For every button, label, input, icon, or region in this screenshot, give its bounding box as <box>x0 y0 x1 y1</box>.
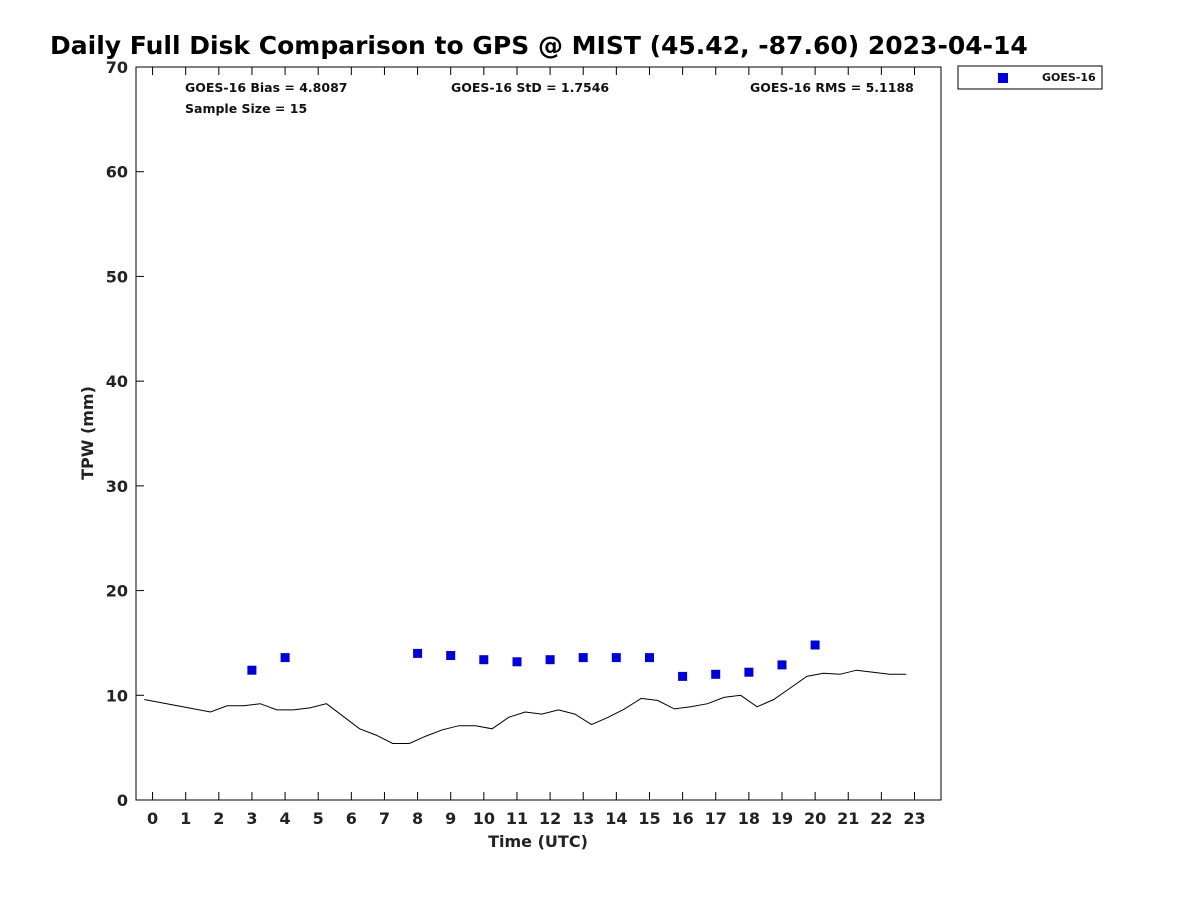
x-axis: 0 1 2 3 4 5 6 7 8 9 10 11 12 13 14 15 16 17 18 19 20 21 22 23 <box>147 67 926 828</box>
goes16-point <box>777 660 787 670</box>
legend-box <box>957 65 1103 90</box>
y-tick-label: 70 <box>106 58 128 77</box>
plot-frame <box>135 66 942 801</box>
x-tick-label: 11 <box>506 809 528 828</box>
goes16-point <box>512 657 522 667</box>
goes16-point <box>280 653 290 663</box>
x-tick-label: 21 <box>837 809 859 828</box>
x-tick-label: 23 <box>903 809 925 828</box>
sample-size-stat: Sample Size = 15 <box>185 101 307 116</box>
x-tick-label: 12 <box>539 809 561 828</box>
chart-title: Daily Full Disk Comparison to GPS @ MIST… <box>50 31 1028 60</box>
x-tick-label: 3 <box>246 809 257 828</box>
y-tick-label: 40 <box>106 372 128 391</box>
goes16-point <box>810 640 820 650</box>
x-tick-label: 0 <box>147 809 158 828</box>
x-tick-label: 2 <box>213 809 224 828</box>
goes16-point <box>446 651 456 660</box>
x-tick-label: 19 <box>771 809 793 828</box>
legend: GOES-16 <box>957 65 1103 90</box>
y-axis: 0 10 20 30 40 50 60 70 <box>106 58 144 810</box>
rms-stat: GOES-16 RMS = 5.1188 <box>750 80 914 95</box>
x-tick-label: 14 <box>605 809 627 828</box>
x-tick-label: 8 <box>412 809 423 828</box>
x-tick-label: 18 <box>738 809 760 828</box>
y-tick-label: 60 <box>106 163 128 182</box>
goes16-series <box>247 640 820 681</box>
bias-stat: GOES-16 Bias = 4.8087 <box>185 80 347 95</box>
legend-label-goes16: GOES-16 <box>1042 71 1096 84</box>
goes16-point <box>645 653 654 663</box>
x-tick-label: 6 <box>346 809 357 828</box>
x-tick-label: 22 <box>870 809 892 828</box>
x-tick-label: 13 <box>572 809 594 828</box>
goes16-point <box>413 648 423 658</box>
y-axis-label: TPW (mm) <box>78 386 97 480</box>
goes16-point <box>545 655 555 665</box>
y-tick-label: 50 <box>106 267 128 286</box>
x-tick-label: 10 <box>473 809 495 828</box>
x-tick-label: 5 <box>313 809 324 828</box>
goes16-point <box>479 655 489 665</box>
gps-series <box>144 669 907 744</box>
goes16-point <box>247 665 257 675</box>
y-tick-label: 0 <box>117 791 128 810</box>
x-axis-label: Time (UTC) <box>488 832 588 851</box>
x-tick-label: 15 <box>638 809 660 828</box>
legend-marker-goes16 <box>998 73 1008 83</box>
x-tick-label: 17 <box>705 809 727 828</box>
std-stat: GOES-16 StD = 1.7546 <box>451 80 609 95</box>
x-tick-label: 20 <box>804 809 826 828</box>
x-tick-label: 1 <box>180 809 191 828</box>
y-tick-label: 20 <box>106 582 128 601</box>
x-tick-label: 16 <box>671 809 693 828</box>
goes16-point <box>711 669 721 679</box>
goes16-point <box>678 671 688 681</box>
goes16-point <box>578 653 588 663</box>
goes16-point <box>611 653 621 663</box>
x-tick-label: 7 <box>379 809 390 828</box>
gps-series-line <box>144 669 907 744</box>
goes16-point <box>744 667 754 677</box>
x-tick-label: 4 <box>280 809 291 828</box>
y-tick-label: 30 <box>106 477 128 496</box>
y-tick-label: 10 <box>106 686 128 705</box>
x-tick-label: 9 <box>445 809 456 828</box>
